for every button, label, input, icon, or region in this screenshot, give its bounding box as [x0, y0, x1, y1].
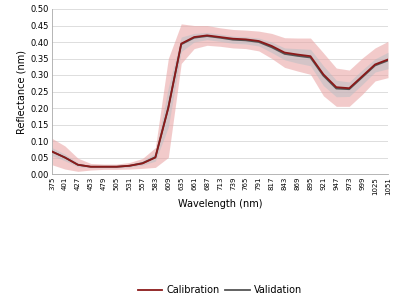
Validation — [373, 64, 378, 67]
Calibration — [140, 162, 145, 165]
Calibration — [386, 58, 390, 61]
Calibration — [269, 44, 274, 48]
Validation — [360, 76, 364, 79]
Validation — [101, 165, 106, 169]
Calibration — [321, 73, 326, 76]
Y-axis label: Reflectance (nm): Reflectance (nm) — [16, 50, 26, 134]
Validation — [308, 56, 313, 59]
Validation — [62, 156, 67, 159]
Calibration — [334, 85, 339, 89]
Validation — [114, 165, 119, 169]
Validation — [230, 38, 235, 41]
Validation — [334, 87, 339, 90]
Validation — [76, 163, 80, 166]
Legend: Calibration, Validation: Calibration, Validation — [134, 281, 306, 299]
Calibration — [295, 53, 300, 56]
Calibration — [114, 165, 119, 169]
Calibration — [373, 63, 378, 66]
Validation — [166, 106, 171, 109]
Calibration — [166, 106, 171, 110]
Calibration — [179, 42, 184, 45]
Calibration — [218, 35, 222, 39]
Validation — [179, 43, 184, 46]
Calibration — [347, 86, 352, 90]
Validation — [205, 34, 210, 38]
Validation — [153, 155, 158, 159]
X-axis label: Wavelength (nm): Wavelength (nm) — [178, 199, 262, 209]
Calibration — [244, 38, 248, 41]
Calibration — [282, 51, 287, 54]
Calibration — [76, 163, 80, 166]
Validation — [269, 46, 274, 49]
Validation — [88, 165, 93, 169]
Validation — [218, 36, 222, 40]
Validation — [321, 74, 326, 77]
Calibration — [62, 156, 67, 159]
Calibration — [88, 165, 93, 169]
Validation — [386, 59, 390, 62]
Validation — [192, 36, 196, 40]
Calibration — [127, 164, 132, 167]
Calibration — [256, 39, 261, 43]
Validation — [295, 54, 300, 58]
Validation — [140, 161, 145, 165]
Validation — [282, 52, 287, 56]
Calibration — [192, 35, 196, 39]
Calibration — [50, 150, 54, 153]
Calibration — [360, 74, 364, 78]
Validation — [127, 164, 132, 167]
Validation — [347, 87, 352, 91]
Validation — [50, 150, 54, 153]
Line: Validation: Validation — [52, 36, 388, 167]
Line: Calibration: Calibration — [52, 35, 388, 167]
Validation — [256, 40, 261, 44]
Calibration — [101, 165, 106, 169]
Calibration — [205, 34, 210, 37]
Calibration — [153, 156, 158, 159]
Validation — [244, 39, 248, 42]
Calibration — [230, 37, 235, 40]
Calibration — [308, 54, 313, 58]
